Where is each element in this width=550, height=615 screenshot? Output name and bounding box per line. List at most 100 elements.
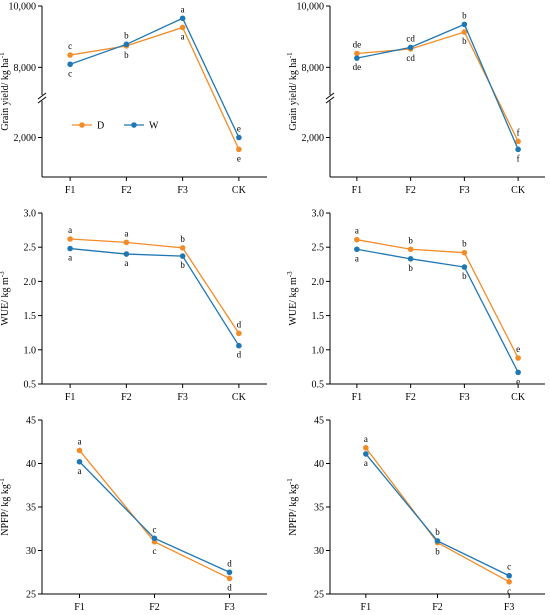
significance-letter: a — [124, 228, 128, 238]
data-point-W — [407, 256, 414, 262]
data-point-W — [515, 369, 521, 376]
y-tick-label: 2,000 — [302, 133, 325, 144]
data-point-W — [461, 21, 468, 28]
significance-letter: a — [181, 4, 185, 14]
y-tick-label: 2.5 — [312, 243, 325, 254]
y-tick-label: 30 — [314, 546, 324, 557]
significance-letter: b — [408, 235, 413, 245]
series-line-W — [365, 453, 510, 577]
legend-label-D: D — [97, 121, 104, 132]
legend-label-W: W — [149, 121, 159, 132]
y-tick-label: 40 — [26, 459, 36, 470]
x-tick-label: F3 — [504, 602, 515, 610]
y-tick-label: 0.5 — [312, 380, 325, 391]
data-point-W — [236, 134, 242, 141]
data-point-D — [515, 355, 521, 361]
chart-panel-5: 25 30 35 40 45 F1 F2 F3 NPFP/ kg kg-1 a a c c d d — [0, 416, 267, 613]
axis-break-mark — [325, 96, 335, 104]
series-line-D — [365, 447, 510, 583]
significance-letter: e — [237, 124, 241, 134]
significance-letter: d — [227, 558, 232, 568]
data-point-W — [461, 264, 468, 270]
chart-panel-2: 8,000 10,000 2,000 F1 F2 F3 CK Grain yield/ kg … — [286, 2, 545, 196]
data-point-D — [236, 330, 242, 337]
data-point-W — [226, 569, 233, 576]
axis-break-mark — [37, 92, 47, 100]
x-tick-label: CK — [232, 185, 247, 196]
data-point-D — [354, 236, 360, 243]
significance-letter: de — [353, 62, 362, 72]
data-point-D — [76, 447, 83, 454]
significance-letter: d — [237, 350, 242, 360]
x-tick-label: F3 — [459, 185, 470, 196]
legend-marker-D — [79, 122, 85, 128]
significance-letter: b — [124, 50, 129, 60]
y-tick-label: 1.0 — [24, 345, 37, 356]
y-tick-label: 1.0 — [312, 345, 325, 356]
axis-break-mark — [325, 92, 335, 100]
y-tick-label: 2.0 — [24, 277, 37, 288]
data-point-D — [67, 52, 73, 58]
data-point-W — [179, 253, 186, 259]
significance-letter: b — [435, 547, 440, 557]
significance-letter: b — [435, 527, 440, 537]
data-point-D — [123, 239, 130, 246]
x-tick-label: F3 — [224, 602, 235, 610]
x-tick-label: CK — [511, 185, 526, 196]
x-tick-label: F1 — [352, 185, 363, 196]
series-line-W — [356, 248, 519, 373]
y-axis-label-superscript: -1 — [286, 52, 294, 58]
y-tick-label: 3.0 — [24, 209, 37, 220]
y-axis-label-superscript: -1 — [286, 478, 294, 484]
series-line-D — [70, 26, 240, 150]
significance-letter: c — [68, 41, 72, 51]
data-point-W — [67, 61, 73, 68]
data-point-D — [515, 138, 521, 145]
y-tick-label: 3.0 — [312, 209, 325, 220]
series-line-D — [70, 238, 240, 334]
y-tick-label: 8,000 — [302, 63, 325, 74]
x-tick-label: F1 — [74, 602, 85, 610]
x-tick-label: F3 — [459, 392, 470, 403]
y-tick-label: 1.5 — [312, 311, 325, 322]
y-tick-label: 2.5 — [24, 243, 37, 254]
x-tick-label: F3 — [177, 392, 188, 403]
y-tick-label: 0.5 — [24, 380, 37, 391]
x-tick-label: F2 — [121, 185, 132, 196]
significance-letter: c — [507, 562, 511, 572]
series-line-W — [356, 23, 519, 150]
significance-letter: e — [516, 376, 520, 386]
chart-panel-3: 0.5 1.0 1.5 2.0 2.5 3.0 F1 F2 F3 CK WUE/ kg m-3 a a a… — [0, 209, 267, 403]
significance-letter: e — [237, 153, 241, 163]
y-axis-label-text: NPFP/ kg kg — [0, 484, 11, 536]
y-tick-label: 25 — [314, 590, 324, 601]
significance-letter: c — [68, 68, 72, 78]
data-point-W — [506, 572, 512, 579]
y-tick-label: 10,000 — [297, 2, 325, 13]
y-tick-label: 25 — [26, 590, 36, 601]
y-axis-label: WUE/ kg m-3 — [286, 271, 299, 326]
significance-letter: a — [68, 253, 72, 263]
axis-break-mark — [37, 96, 47, 104]
data-point-W — [363, 451, 369, 457]
y-tick-label: 45 — [314, 416, 324, 427]
x-tick-label: CK — [232, 392, 247, 403]
significance-letter: a — [355, 226, 359, 236]
significance-letter: e — [516, 344, 520, 354]
data-point-W — [76, 458, 83, 465]
y-axis-label: Grain yield/ kg ha-1 — [0, 52, 11, 131]
legend-marker-W — [131, 122, 137, 128]
data-point-D — [179, 245, 186, 251]
x-tick-label: F2 — [432, 602, 443, 610]
data-point-W — [179, 15, 186, 22]
y-axis-label-superscript: -3 — [0, 271, 6, 277]
significance-letter: a — [78, 436, 82, 446]
chart-panel-1: 8,000 10,000 2,000 F1 F2 F3 CK Grain yield/ kg … — [0, 2, 267, 196]
data-point-D — [363, 445, 369, 451]
significance-letter: b — [462, 239, 467, 249]
y-axis-label: NPFP/ kg kg-1 — [0, 478, 11, 536]
y-axis-label-superscript: -1 — [0, 52, 6, 58]
y-axis-label-text: NPFP/ kg kg — [288, 484, 299, 536]
x-tick-label: F2 — [405, 185, 416, 196]
y-tick-label: 2,000 — [14, 133, 37, 144]
